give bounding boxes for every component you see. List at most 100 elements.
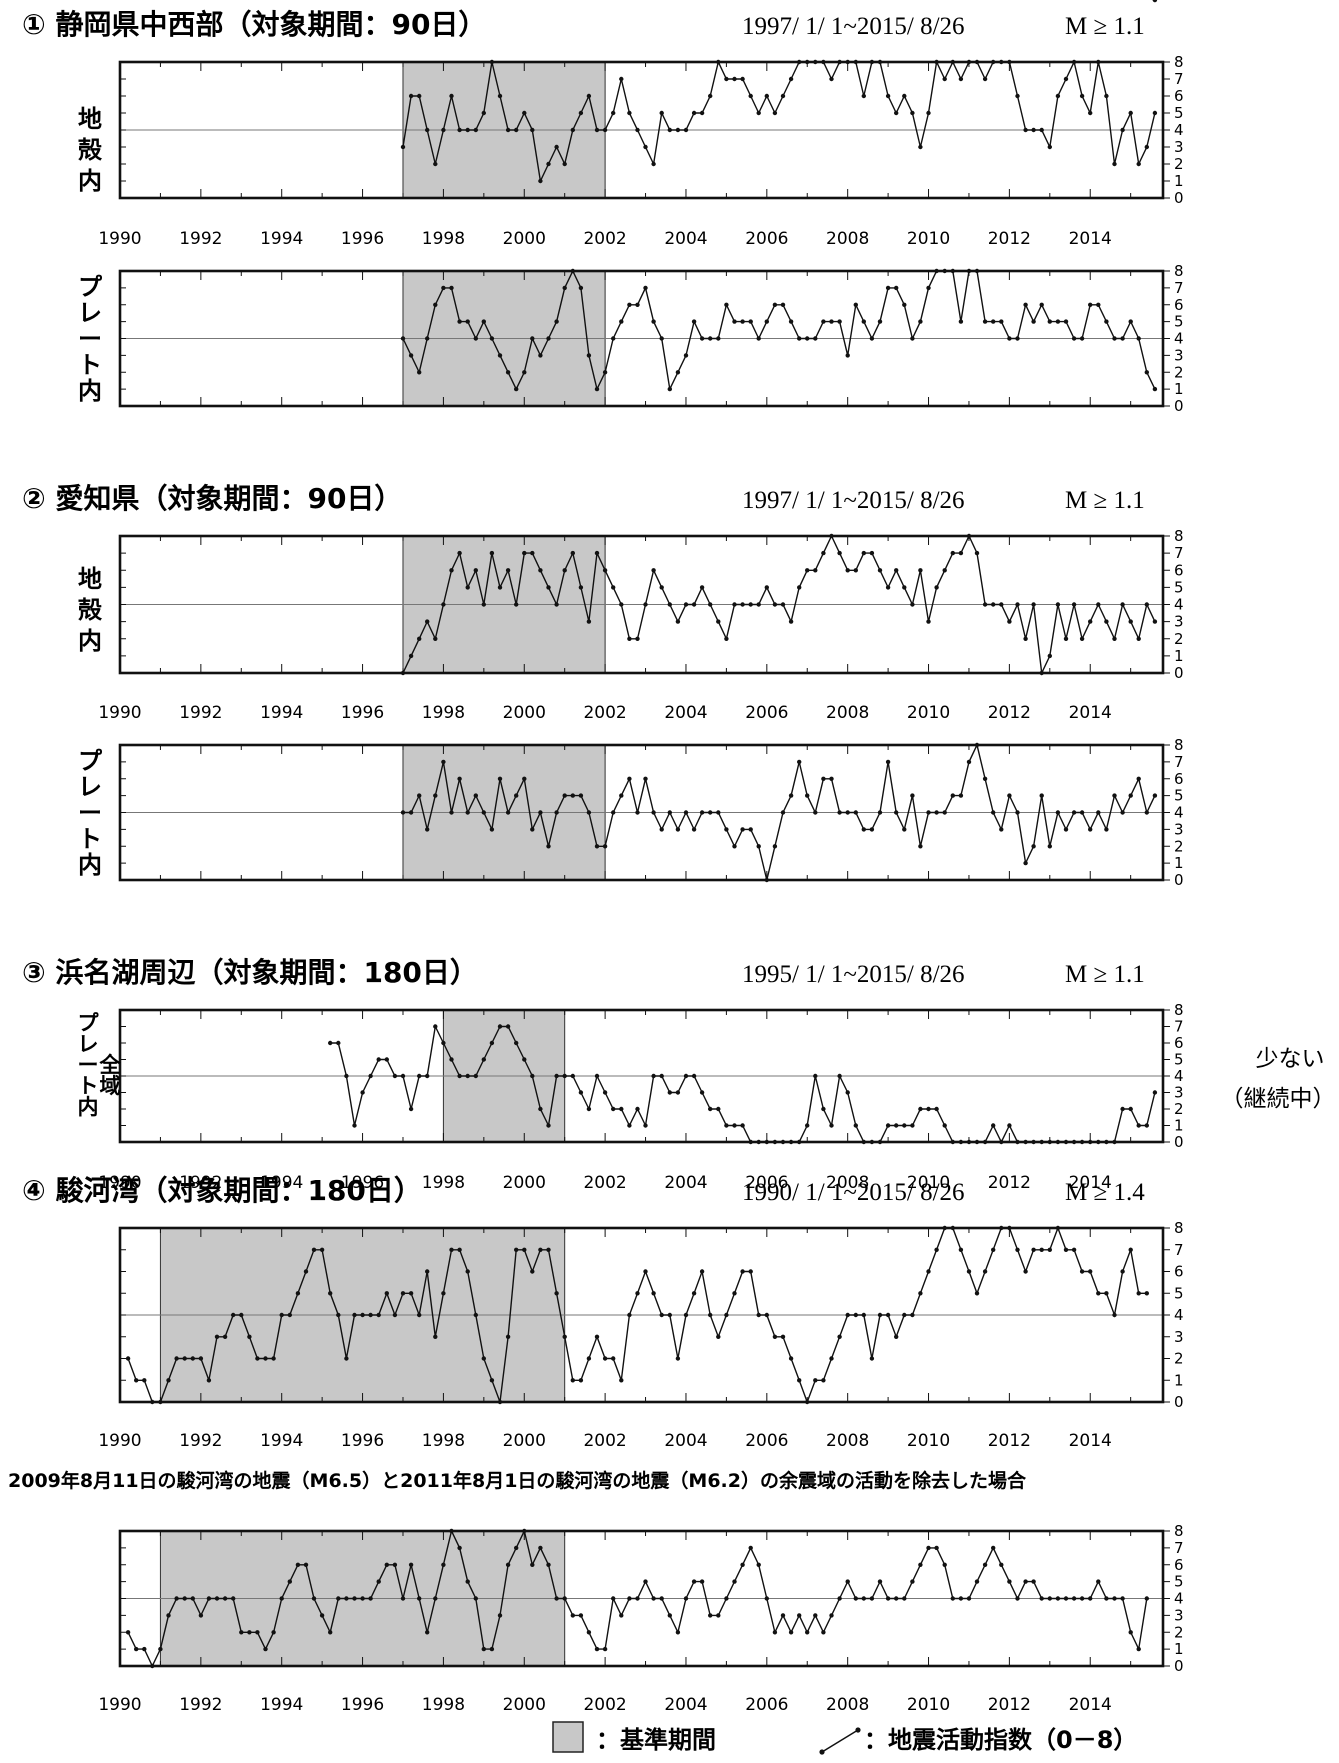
data-point <box>910 1123 915 1128</box>
data-point <box>837 1073 842 1079</box>
data-point <box>910 602 915 607</box>
data-point <box>1047 319 1053 324</box>
x-tick-label: 2006 <box>745 229 788 249</box>
data-point <box>611 1106 616 1112</box>
data-point <box>433 1596 438 1601</box>
data-point <box>619 1613 624 1618</box>
section-suruga-bay: ④ 駿河湾（対象期間：180日） 1990/ 1/ 1~2015/ 8/26 M ≥… <box>8 0 1184 1715</box>
data-point <box>239 1312 244 1318</box>
data-point <box>627 1596 632 1601</box>
side-note-line: 少ない <box>1256 1046 1325 1071</box>
data-point <box>198 1613 204 1618</box>
data-point <box>522 1247 527 1253</box>
data-point <box>805 793 810 798</box>
data-point <box>602 844 608 849</box>
data-point <box>788 1630 794 1635</box>
data-point <box>748 602 753 607</box>
data-point <box>489 1040 495 1046</box>
data-point <box>877 568 883 573</box>
data-point <box>1047 844 1053 849</box>
data-point <box>740 1269 745 1274</box>
data-point <box>198 1356 204 1361</box>
data-point <box>425 336 430 341</box>
data-point <box>1031 1579 1036 1584</box>
data-point <box>619 76 624 82</box>
y-tick-label: 4 <box>1174 596 1184 614</box>
data-point <box>691 827 697 832</box>
x-tick-label: 2014 <box>1069 703 1112 723</box>
data-point <box>449 1057 454 1062</box>
data-point <box>659 1596 664 1601</box>
data-point <box>918 1106 923 1112</box>
data-point <box>869 550 875 556</box>
data-point <box>473 1073 478 1079</box>
data-point <box>570 550 575 556</box>
data-point <box>708 1613 713 1618</box>
data-point <box>845 810 850 815</box>
x-tick-label: 1998 <box>422 1173 465 1193</box>
legend-reference-label: ：基準期間 <box>596 1726 716 1754</box>
data-point <box>821 550 826 556</box>
data-point <box>1088 1269 1093 1274</box>
data-point <box>950 1596 955 1601</box>
data-point <box>926 1269 931 1274</box>
data-point <box>1144 1291 1150 1296</box>
data-point <box>659 585 664 590</box>
data-point <box>505 568 511 573</box>
data-point <box>441 1562 446 1568</box>
data-point <box>1023 1579 1028 1584</box>
data-point <box>651 319 656 324</box>
section-title: ④ 駿河湾（対象期間：180日） <box>22 1174 422 1207</box>
data-point <box>417 93 422 99</box>
data-point <box>885 1596 891 1601</box>
data-point <box>546 1247 551 1253</box>
data-point <box>918 144 923 150</box>
data-point <box>982 1269 988 1274</box>
period-label: 1990/ 1/ 1~2015/ 8/26 <box>742 1179 965 1206</box>
y-tick-label: 7 <box>1174 1241 1184 1259</box>
data-point <box>392 1562 398 1568</box>
data-point <box>206 1596 212 1601</box>
data-point <box>562 285 567 291</box>
data-point <box>740 1562 745 1568</box>
data-point <box>1104 827 1109 832</box>
data-point <box>1096 302 1101 307</box>
data-point <box>1136 1646 1141 1652</box>
data-point <box>1136 336 1141 341</box>
data-point <box>1039 127 1044 133</box>
y-tick-label: 5 <box>1174 104 1184 122</box>
data-point <box>740 76 745 82</box>
data-point <box>1104 319 1109 324</box>
data-point <box>1047 1596 1053 1601</box>
data-point <box>675 827 681 832</box>
data-point <box>1015 810 1020 815</box>
x-tick-label: 1996 <box>341 1173 384 1193</box>
data-point <box>926 619 931 624</box>
data-point <box>999 319 1004 324</box>
data-point <box>659 110 664 116</box>
data-point <box>570 793 575 798</box>
data-point <box>158 1646 163 1652</box>
data-point <box>538 1545 543 1551</box>
data-point <box>1112 1596 1117 1601</box>
data-point <box>1007 793 1012 798</box>
data-point <box>417 1073 422 1079</box>
data-point <box>756 844 761 849</box>
data-point <box>425 827 430 832</box>
data-point <box>522 110 527 116</box>
data-point <box>602 127 608 133</box>
data-point <box>716 1613 721 1618</box>
data-point <box>271 1356 276 1361</box>
data-point <box>400 336 406 341</box>
data-point <box>1071 1596 1077 1601</box>
y-tick-label: 2 <box>1174 837 1184 855</box>
data-point <box>1128 319 1133 324</box>
data-point <box>1079 336 1085 341</box>
x-tick-label: 2012 <box>988 703 1031 723</box>
data-point <box>400 1073 406 1079</box>
data-point <box>1023 1269 1028 1274</box>
panel-frame <box>118 1008 1165 1144</box>
data-point <box>667 1312 672 1318</box>
data-point <box>336 1040 341 1046</box>
